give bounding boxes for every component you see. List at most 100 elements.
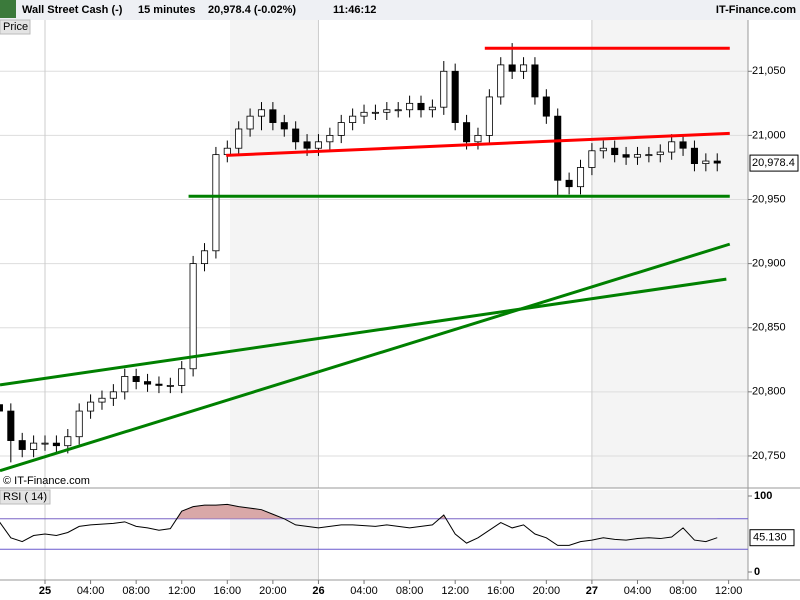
trendline <box>0 242 731 473</box>
brand: IT-Finance.com <box>716 4 796 16</box>
session-shade <box>592 20 748 488</box>
candle-body <box>702 160 710 165</box>
panel-tab[interactable] <box>0 489 51 505</box>
session-shade <box>230 490 318 580</box>
candle-body <box>463 122 471 143</box>
candle-body <box>394 109 402 112</box>
panel-label: Price <box>3 21 28 33</box>
x-tick-label: 16:00 <box>214 585 242 597</box>
rsi-value-label: 45.130 <box>753 532 787 544</box>
y-tick-label: 20,800 <box>752 386 786 398</box>
x-tick-label: 04:00 <box>350 585 378 597</box>
watermark: © IT-Finance.com <box>3 475 90 487</box>
candle-body <box>588 150 596 168</box>
clock: 11:46:12 <box>333 4 376 16</box>
candle-body <box>52 442 60 447</box>
rsi-tick-label: 100 <box>754 490 772 502</box>
x-tick-label: 08:00 <box>669 585 697 597</box>
candle-body <box>155 383 163 386</box>
candle-body <box>406 102 414 111</box>
menu-icon[interactable] <box>0 0 16 18</box>
candle-body <box>668 141 676 153</box>
candle-body <box>520 64 528 72</box>
candle-body <box>440 70 448 108</box>
candle-body <box>474 134 482 143</box>
candle-body <box>41 442 49 445</box>
rsi-line <box>0 503 718 546</box>
candle-body <box>611 147 619 156</box>
candle-body <box>200 250 209 265</box>
rsi-label: RSI ( 14) <box>3 491 47 503</box>
candle-body <box>132 376 140 382</box>
y-tick-label: 20,950 <box>752 193 786 205</box>
candle-body <box>599 147 607 152</box>
rsi-value-box <box>749 529 795 547</box>
candle-body <box>383 109 391 113</box>
x-tick-label: 16:00 <box>487 585 515 597</box>
panel-tab[interactable] <box>0 19 31 35</box>
trendline <box>226 131 730 157</box>
y-tick-label: 21,000 <box>752 129 786 141</box>
header-bar <box>0 0 800 20</box>
candle-body <box>542 96 550 117</box>
y-tick-label: 20,900 <box>752 258 786 270</box>
candle-body <box>656 151 664 156</box>
candle-body <box>349 115 357 123</box>
candle-body <box>178 368 186 386</box>
candle-body <box>508 64 516 72</box>
candle-body <box>554 115 562 181</box>
candle-body <box>75 410 83 438</box>
candle-body <box>292 128 300 143</box>
candle-body <box>269 109 277 123</box>
candle-body <box>303 141 311 149</box>
candle-body <box>428 106 436 111</box>
last-price-box <box>749 154 799 172</box>
candle-body <box>109 391 117 399</box>
x-tick-label: 20:00 <box>259 585 287 597</box>
candle-body <box>18 440 26 450</box>
y-tick-label: 21,050 <box>752 65 786 77</box>
x-tick-label: 20:00 <box>533 585 561 597</box>
x-tick-label: 12:00 <box>168 585 196 597</box>
x-tick-label: 12:00 <box>441 585 469 597</box>
candle-body <box>531 64 539 98</box>
session-shade <box>592 490 748 580</box>
candle-body <box>280 122 288 130</box>
candle-body <box>576 167 585 188</box>
x-tick-label: 08:00 <box>122 585 150 597</box>
x-tick-label: 08:00 <box>396 585 424 597</box>
x-tick-label: 04:00 <box>624 585 652 597</box>
candle-body <box>679 141 687 149</box>
candle-body <box>485 96 493 136</box>
trendline <box>0 277 727 387</box>
interval: 15 minutes <box>138 4 195 16</box>
candle-body <box>166 385 174 387</box>
candle-body <box>64 436 72 447</box>
rsi-tick-label: 0 <box>754 566 760 578</box>
candle-body <box>144 381 152 385</box>
candle-body <box>87 401 95 412</box>
x-tick-label: 12:00 <box>715 585 743 597</box>
candle-body <box>360 111 368 117</box>
candle-body <box>451 70 459 123</box>
candle-body <box>417 102 425 111</box>
x-tick-label: 26 <box>312 585 324 597</box>
x-tick-label: 27 <box>586 585 598 597</box>
candle-body <box>98 397 106 403</box>
x-tick-label: 04:00 <box>77 585 105 597</box>
candle-body <box>565 179 573 188</box>
x-tick-label: 25 <box>39 585 51 597</box>
candle-body <box>257 109 266 117</box>
candle-body <box>645 154 653 157</box>
instrument: Wall Street Cash (-) <box>22 4 123 16</box>
last-price-label: 20,978.4 <box>752 157 795 169</box>
y-tick-label: 20,750 <box>752 450 786 462</box>
candle-body <box>337 122 345 136</box>
candle-body <box>30 442 38 450</box>
candle-body <box>633 154 642 158</box>
candle-body <box>371 111 379 114</box>
candle-body <box>212 154 220 252</box>
candle-body <box>7 410 15 441</box>
